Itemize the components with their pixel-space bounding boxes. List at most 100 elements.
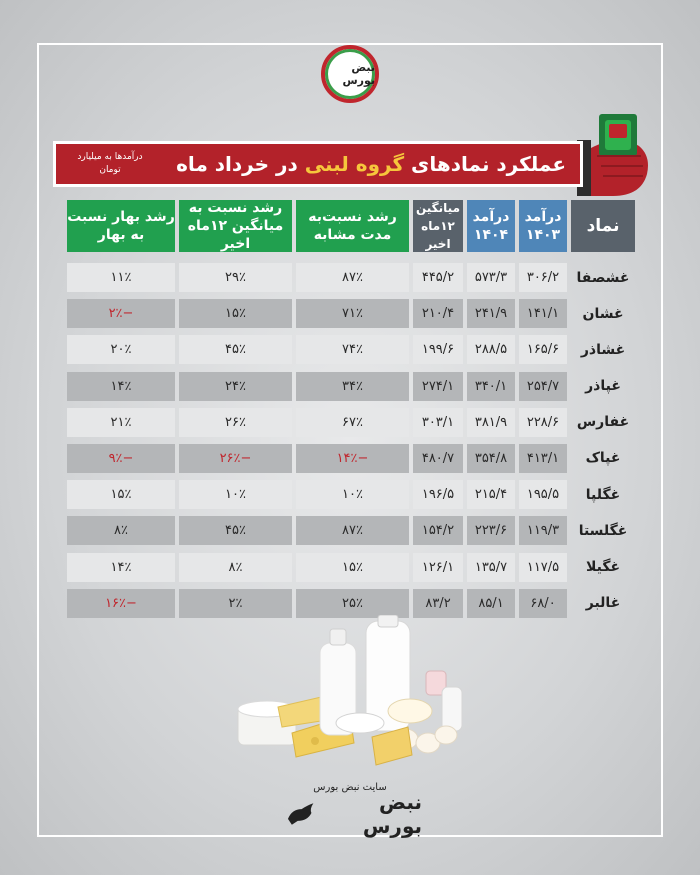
cell-growth-same: ۶۷٪	[296, 407, 409, 437]
cell-avg12: ۴۸۰/۷	[413, 443, 463, 473]
cell-rev1404: ۱۳۵/۷	[467, 552, 515, 582]
cell-growth-spring: ۲۰٪	[67, 335, 175, 365]
cell-rev1403: ۲۵۴/۷	[519, 371, 567, 401]
cell-avg12: ۱۲۶/۱	[413, 552, 463, 582]
cell-rev1404: ۸۵/۱	[467, 588, 515, 618]
cell-rev1403: ۳۰۶/۲	[519, 263, 567, 292]
brand-logo-text: نبض بورس	[342, 61, 375, 87]
cell-growth-same: ۲۵٪	[296, 588, 409, 618]
cell-avg12: ۲۷۴/۱	[413, 371, 463, 401]
cell-rev1403: ۱۴۱/۱	[519, 299, 567, 329]
header-revenue-1404: درآمد ۱۴۰۴	[467, 200, 515, 252]
cell-rev1404: ۲۴۱/۹	[467, 299, 515, 329]
table-row: غفارس ۲۲۸/۶ ۳۸۱/۹ ۳۰۳/۱ ۶۷٪ ۲۶٪ ۲۱٪	[53, 407, 635, 437]
title-banner: عملکرد نمادهای گروه لبنی در خرداد ماه در…	[53, 141, 583, 187]
table-row: غگیلا ۱۱۷/۵ ۱۳۵/۷ ۱۲۶/۱ ۱۵٪ ۸٪ ۱۴٪	[53, 552, 635, 582]
footer-logo-text: نبض بورس	[362, 790, 422, 838]
header-growth-same-period: رشد نسبت‌به مدت مشابه	[296, 200, 409, 252]
cell-growth-same: ۱۵٪	[296, 552, 409, 582]
title-part-1: عملکرد نمادهای	[404, 152, 566, 176]
cell-growth-same: ۷۴٪	[296, 335, 409, 365]
cell-symbol: غگلستا	[578, 522, 628, 539]
cell-growth-spring: ۲۱٪	[67, 407, 175, 437]
cell-avg12: ۴۴۵/۲	[413, 263, 463, 292]
cell-symbol: غشان	[582, 305, 624, 322]
cell-symbol: غشاذر	[580, 341, 626, 358]
title-highlight: گروه لبنی	[304, 152, 405, 176]
dairy-products-image	[237, 615, 463, 766]
cell-symbol: غگلپا	[585, 486, 621, 503]
cell-symbol: غالبر	[585, 595, 621, 612]
cell-avg12: ۲۱۰/۴	[413, 299, 463, 329]
cell-rev1403: ۱۱۹/۳	[519, 516, 567, 546]
cell-rev1403: ۱۱۷/۵	[519, 552, 567, 582]
cell-rev1404: ۲۱۵/۴	[467, 480, 515, 510]
white-frame	[37, 43, 663, 837]
cell-rev1403: ۴۱۳/۱	[519, 443, 567, 473]
table-row: غگلستا ۱۱۹/۳ ۲۲۳/۶ ۱۵۴/۲ ۸۷٪ ۴۵٪ ۸٪	[53, 516, 635, 546]
cell-rev1404: ۳۵۴/۸	[467, 443, 515, 473]
cell-growth-same: ۷۱٪	[296, 299, 409, 329]
cell-avg12: ۱۹۹/۶	[413, 335, 463, 365]
revenue-table: نماد درآمد ۱۴۰۳ درآمد ۱۴۰۴ میانگین ۱۲ماه…	[53, 200, 635, 625]
header-revenue-1403: درآمد ۱۴۰۳	[519, 200, 567, 252]
cell-growth-avg: −۲۶٪	[179, 443, 292, 473]
cell-symbol: غفارس	[576, 414, 630, 431]
cell-growth-spring: −۲٪	[67, 299, 175, 329]
cell-growth-avg: ۲۴٪	[179, 371, 292, 401]
cell-growth-same: ۸۷٪	[296, 516, 409, 546]
cell-avg12: ۳۰۳/۱	[413, 407, 463, 437]
cell-rev1403: ۱۹۵/۵	[519, 480, 567, 510]
cell-growth-avg: ۸٪	[179, 552, 292, 582]
cell-growth-avg: ۲۶٪	[179, 407, 292, 437]
cell-growth-avg: ۲٪	[179, 588, 292, 618]
cell-symbol: غشصفا	[576, 269, 630, 286]
cell-growth-spring: −۱۶٪	[67, 588, 175, 618]
footer-logo: نبض بورس	[282, 790, 422, 838]
cell-growth-avg: ۴۵٪	[179, 516, 292, 546]
header-growth-vs-average: رشد نسبت به میانگین ۱۲ماه اخیر	[179, 200, 292, 252]
fist-holding-card-icon	[577, 114, 648, 196]
table-row: غشان ۱۴۱/۱ ۲۴۱/۹ ۲۱۰/۴ ۷۱٪ ۱۵٪ −۲٪	[53, 299, 635, 329]
cell-growth-same: ۱۰٪	[296, 480, 409, 510]
cell-growth-spring: ۱۴٪	[67, 552, 175, 582]
brand-logo: نبض بورس	[321, 45, 379, 103]
cell-avg12: ۱۵۴/۲	[413, 516, 463, 546]
cell-growth-spring: ۱۵٪	[67, 480, 175, 510]
cell-symbol: غپاک	[585, 450, 621, 467]
cell-growth-spring: −۹٪	[67, 443, 175, 473]
cell-symbol: غگیلا	[585, 559, 621, 575]
cell-symbol: غپاذر	[585, 378, 621, 395]
table-row: غشصفا ۳۰۶/۲ ۵۷۳/۳ ۴۴۵/۲ ۸۷٪ ۲۹٪ ۱۱٪	[53, 263, 635, 292]
page-title: عملکرد نمادهای گروه لبنی در خرداد ماه	[176, 152, 566, 176]
cell-rev1403: ۶۸/۰	[519, 588, 567, 618]
units-note: درآمدها به میلیارد تومان	[77, 152, 143, 175]
cell-rev1403: ۲۲۸/۶	[519, 407, 567, 437]
table-body: غشصفا ۳۰۶/۲ ۵۷۳/۳ ۴۴۵/۲ ۸۷٪ ۲۹٪ ۱۱٪ غشان ۱۴۱/۱ ۲۴…	[53, 263, 635, 618]
header-symbol: نماد	[571, 200, 635, 252]
cell-growth-same: −۱۴٪	[296, 443, 409, 473]
header-average-12m: میانگین ۱۲ماه اخیر	[413, 200, 463, 252]
cell-rev1403: ۱۶۵/۶	[519, 335, 567, 365]
bull-icon	[287, 803, 314, 825]
cell-growth-avg: ۱۵٪	[179, 299, 292, 329]
cell-avg12: ۸۳/۲	[413, 588, 463, 618]
cell-growth-same: ۳۴٪	[296, 371, 409, 401]
cell-growth-spring: ۱۱٪	[67, 263, 175, 292]
cell-rev1404: ۳۴۰/۱	[467, 371, 515, 401]
table-row: غپاک ۴۱۳/۱ ۳۵۴/۸ ۴۸۰/۷ −۱۴٪ −۲۶٪ −۹٪	[53, 443, 635, 473]
cell-growth-spring: ۸٪	[67, 516, 175, 546]
header-growth-spring: رشد بهار نسبت به بهار	[67, 200, 175, 252]
table-header: نماد درآمد ۱۴۰۳ درآمد ۱۴۰۴ میانگین ۱۲ماه…	[53, 200, 635, 252]
table-row: غپاذر ۲۵۴/۷ ۳۴۰/۱ ۲۷۴/۱ ۳۴٪ ۲۴٪ ۱۴٪	[53, 371, 635, 401]
site-label: سایت نبض بورس	[313, 782, 387, 793]
table-row: غشاذر ۱۶۵/۶ ۲۸۸/۵ ۱۹۹/۶ ۷۴٪ ۴۵٪ ۲۰٪	[53, 335, 635, 365]
cell-growth-spring: ۱۴٪	[67, 371, 175, 401]
cell-growth-avg: ۲۹٪	[179, 263, 292, 292]
cell-growth-avg: ۴۵٪	[179, 335, 292, 365]
cell-growth-avg: ۱۰٪	[179, 480, 292, 510]
cell-rev1404: ۲۲۳/۶	[467, 516, 515, 546]
cell-rev1404: ۲۸۸/۵	[467, 335, 515, 365]
table-row: غگلپا ۱۹۵/۵ ۲۱۵/۴ ۱۹۶/۵ ۱۰٪ ۱۰٪ ۱۵٪	[53, 480, 635, 510]
